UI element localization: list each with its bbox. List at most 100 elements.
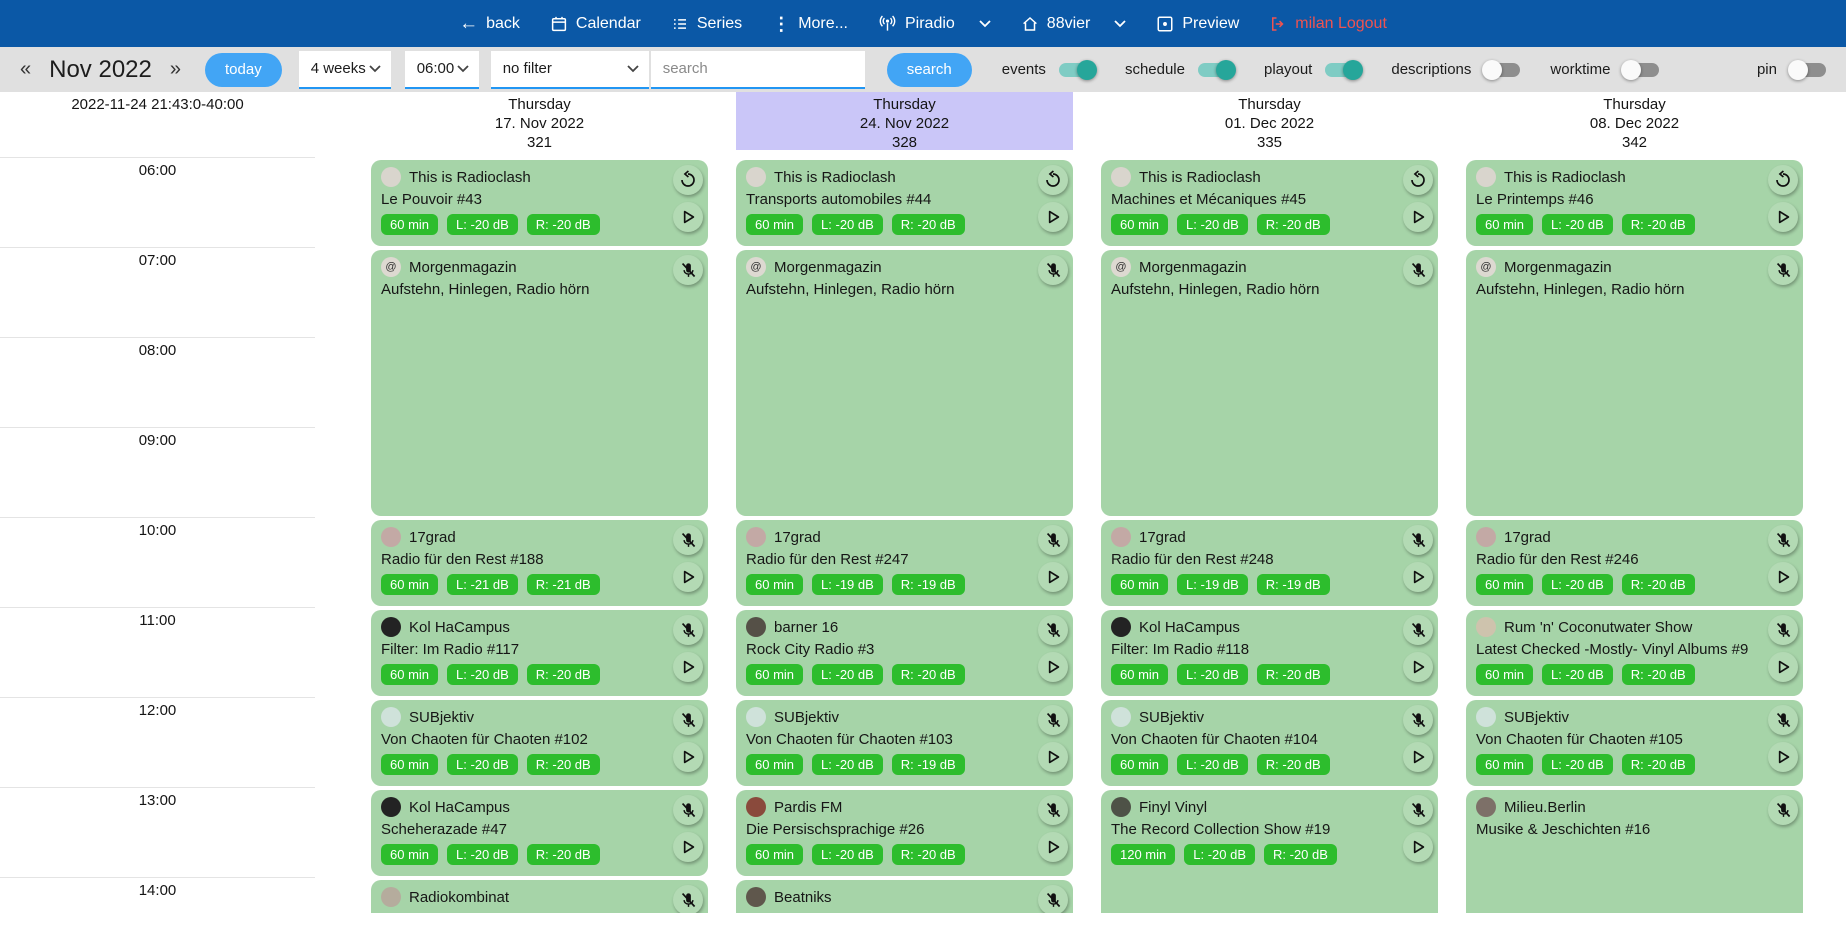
play-button[interactable]	[1038, 742, 1068, 772]
next-period-button[interactable]: »	[164, 58, 187, 81]
play-button[interactable]	[1768, 742, 1798, 772]
play-button[interactable]	[1403, 652, 1433, 682]
mic-off-button[interactable]	[1403, 255, 1433, 285]
day-header[interactable]: Thursday17. Nov 2022321	[371, 92, 708, 150]
event-card[interactable]: This is RadioclashLe Pouvoir #4360 minL:…	[371, 160, 708, 246]
event-card[interactable]: @MorgenmagazinAufstehn, Hinlegen, Radio …	[371, 250, 708, 516]
range-select[interactable]: 4 weeks	[299, 51, 391, 89]
replay-button[interactable]	[673, 165, 703, 195]
day-header[interactable]: Thursday01. Dec 2022335	[1101, 92, 1438, 150]
mic-off-button[interactable]	[673, 705, 703, 735]
day-header[interactable]: Thursday08. Dec 2022342	[1466, 92, 1803, 150]
mic-off-button[interactable]	[673, 525, 703, 555]
event-card[interactable]: Radiokombinat	[371, 880, 708, 913]
prev-period-button[interactable]: «	[14, 58, 37, 81]
event-card[interactable]: 17gradRadio für den Rest #18860 minL: -2…	[371, 520, 708, 606]
events-toggle[interactable]	[1059, 63, 1095, 77]
event-card[interactable]: 17gradRadio für den Rest #24860 minL: -1…	[1101, 520, 1438, 606]
event-card[interactable]: Milieu.BerlinMusike & Jeschichten #16	[1466, 790, 1803, 913]
play-button[interactable]	[673, 202, 703, 232]
search-button[interactable]: search	[887, 53, 972, 87]
event-badge: R: -19 dB	[892, 574, 965, 595]
descriptions-toggle[interactable]	[1484, 63, 1520, 77]
event-card[interactable]: Pardis FMDie Persischsprachige #2660 min…	[736, 790, 1073, 876]
mic-off-button[interactable]	[1403, 795, 1433, 825]
chevron-down-icon[interactable]	[979, 20, 991, 28]
event-card[interactable]: @MorgenmagazinAufstehn, Hinlegen, Radio …	[1101, 250, 1438, 516]
nav-back[interactable]: ←back	[459, 14, 520, 33]
nav-series[interactable]: Series	[671, 15, 742, 33]
event-card[interactable]: barner 16Rock City Radio #360 minL: -20 …	[736, 610, 1073, 696]
mic-off-button[interactable]	[673, 795, 703, 825]
mic-off-button[interactable]	[1038, 525, 1068, 555]
mic-off-button[interactable]	[673, 885, 703, 913]
today-button[interactable]: today	[205, 53, 282, 87]
mic-off-button[interactable]	[1768, 615, 1798, 645]
event-card[interactable]: Kol HaCampusFilter: Im Radio #11860 minL…	[1101, 610, 1438, 696]
play-button[interactable]	[673, 562, 703, 592]
play-button[interactable]	[1403, 562, 1433, 592]
play-button[interactable]	[1038, 562, 1068, 592]
search-input[interactable]	[651, 51, 865, 89]
replay-button[interactable]	[1768, 165, 1798, 195]
mic-off-button[interactable]	[1038, 255, 1068, 285]
event-card[interactable]: Kol HaCampusScheherazade #4760 minL: -20…	[371, 790, 708, 876]
nav-piradio[interactable]: Piradio	[878, 14, 991, 33]
event-card[interactable]: 17gradRadio für den Rest #24760 minL: -1…	[736, 520, 1073, 606]
mic-off-button[interactable]	[1403, 705, 1433, 735]
event-card[interactable]: Rum 'n' Coconutwater ShowLatest Checked …	[1466, 610, 1803, 696]
nav-calendar[interactable]: Calendar	[550, 15, 641, 33]
event-card[interactable]: SUBjektivVon Chaoten für Chaoten #10460 …	[1101, 700, 1438, 786]
play-button[interactable]	[1038, 832, 1068, 862]
event-card[interactable]: SUBjektivVon Chaoten für Chaoten #10360 …	[736, 700, 1073, 786]
play-button[interactable]	[673, 742, 703, 772]
day-header[interactable]: Thursday24. Nov 2022328	[736, 92, 1073, 150]
mic-off-button[interactable]	[1038, 795, 1068, 825]
event-card[interactable]: @MorgenmagazinAufstehn, Hinlegen, Radio …	[1466, 250, 1803, 516]
worktime-toggle[interactable]	[1623, 63, 1659, 77]
playout-toggle[interactable]	[1325, 63, 1361, 77]
play-button[interactable]	[1038, 202, 1068, 232]
event-card[interactable]: This is RadioclashTransports automobiles…	[736, 160, 1073, 246]
event-card[interactable]: Kol HaCampusFilter: Im Radio #11760 minL…	[371, 610, 708, 696]
event-card[interactable]: This is RadioclashMachines et Mécaniques…	[1101, 160, 1438, 246]
play-button[interactable]	[1403, 832, 1433, 862]
mic-off-button[interactable]	[673, 615, 703, 645]
chevron-down-icon[interactable]	[1114, 20, 1126, 28]
mic-off-button[interactable]	[1403, 525, 1433, 555]
mic-off-button[interactable]	[1768, 795, 1798, 825]
pin-toggle[interactable]	[1790, 63, 1826, 77]
nav-milan-logout[interactable]: milan Logout	[1269, 15, 1387, 33]
event-card[interactable]: Finyl VinylThe Record Collection Show #1…	[1101, 790, 1438, 913]
event-card[interactable]: This is RadioclashLe Printemps #4660 min…	[1466, 160, 1803, 246]
mic-off-button[interactable]	[1038, 885, 1068, 913]
mic-off-button[interactable]	[1768, 255, 1798, 285]
play-button[interactable]	[1038, 652, 1068, 682]
event-card[interactable]: 17gradRadio für den Rest #24660 minL: -2…	[1466, 520, 1803, 606]
mic-off-button[interactable]	[673, 255, 703, 285]
play-button[interactable]	[1403, 742, 1433, 772]
event-card[interactable]: Beatniks	[736, 880, 1073, 913]
play-button[interactable]	[1403, 202, 1433, 232]
nav-more[interactable]: ⋮More...	[772, 15, 848, 33]
play-button[interactable]	[673, 832, 703, 862]
start-time-select[interactable]: 06:00	[405, 51, 479, 89]
event-card[interactable]: SUBjektivVon Chaoten für Chaoten #10560 …	[1466, 700, 1803, 786]
event-card[interactable]: SUBjektivVon Chaoten für Chaoten #10260 …	[371, 700, 708, 786]
replay-button[interactable]	[1038, 165, 1068, 195]
nav-preview[interactable]: Preview	[1156, 15, 1239, 33]
filter-select[interactable]: no filter	[491, 51, 649, 89]
play-button[interactable]	[1768, 202, 1798, 232]
play-button[interactable]	[1768, 562, 1798, 592]
nav-88vier[interactable]: 88vier	[1021, 15, 1127, 33]
mic-off-button[interactable]	[1768, 525, 1798, 555]
mic-off-button[interactable]	[1038, 705, 1068, 735]
play-button[interactable]	[1768, 652, 1798, 682]
mic-off-button[interactable]	[1038, 615, 1068, 645]
mic-off-button[interactable]	[1403, 615, 1433, 645]
schedule-toggle[interactable]	[1198, 63, 1234, 77]
play-button[interactable]	[673, 652, 703, 682]
replay-button[interactable]	[1403, 165, 1433, 195]
mic-off-button[interactable]	[1768, 705, 1798, 735]
event-card[interactable]: @MorgenmagazinAufstehn, Hinlegen, Radio …	[736, 250, 1073, 516]
